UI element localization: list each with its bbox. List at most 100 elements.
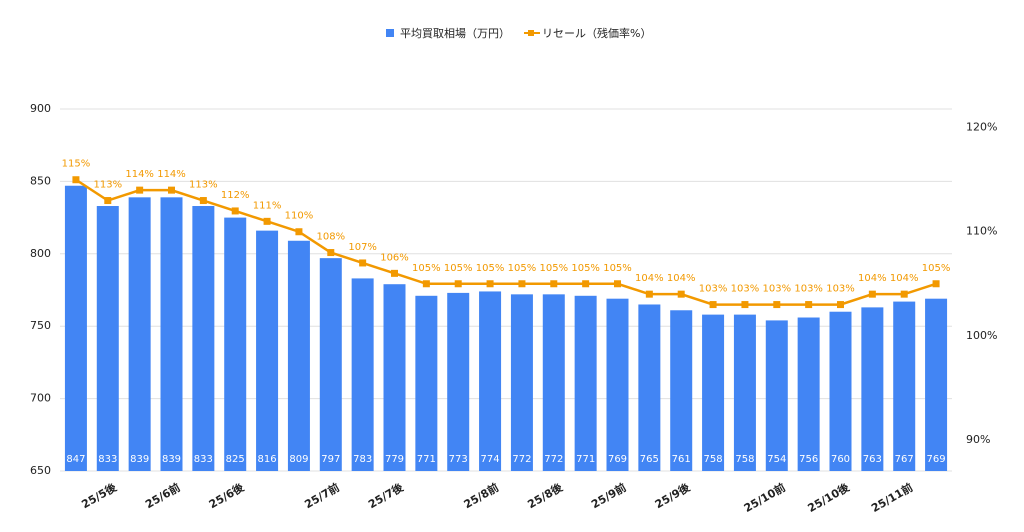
- bar-value-label: 816: [258, 454, 277, 465]
- x-tick-label: 25/5後: [79, 480, 120, 512]
- bar-value-label: 833: [98, 454, 117, 465]
- bar: [797, 317, 820, 471]
- bar: [351, 278, 374, 471]
- x-tick-label: 25/6後: [206, 480, 247, 512]
- line-value-label: 105%: [922, 263, 951, 274]
- x-tick-label: 25/7後: [366, 480, 407, 512]
- y-tick-label: 800: [30, 247, 51, 260]
- line-value-label: 103%: [794, 284, 823, 295]
- y-tick-label: 700: [30, 392, 51, 405]
- legend-label: リセール（残価率%）: [542, 26, 651, 40]
- bar-value-label: 809: [289, 454, 308, 465]
- bar: [447, 292, 470, 471]
- bar-value-label: 763: [863, 454, 882, 465]
- line-point: [645, 290, 653, 298]
- line-value-label: 108%: [316, 232, 345, 243]
- bar: [128, 197, 151, 471]
- bar-value-label: 754: [767, 454, 786, 465]
- line-value-label: 105%: [412, 263, 441, 274]
- line-point: [550, 280, 558, 288]
- x-tick-label: 25/10後: [805, 480, 852, 515]
- line-value-label: 114%: [157, 169, 186, 180]
- bar: [192, 206, 215, 472]
- bar-value-label: 769: [927, 454, 946, 465]
- line-value-label: 103%: [731, 284, 760, 295]
- bar-value-label: 774: [481, 454, 500, 465]
- bar-value-label: 839: [162, 454, 181, 465]
- line-point: [741, 301, 749, 309]
- bar: [861, 307, 884, 471]
- bar: [542, 294, 565, 471]
- bar: [479, 291, 502, 471]
- line-value-label: 105%: [539, 263, 568, 274]
- bar: [670, 310, 693, 471]
- line-point: [518, 280, 526, 288]
- bar: [893, 301, 916, 471]
- bar: [765, 320, 788, 471]
- line-point: [263, 217, 271, 225]
- bar-value-label: 767: [895, 454, 914, 465]
- line-point: [454, 280, 462, 288]
- bar-value-label: 772: [544, 454, 563, 465]
- y-tick-label: 850: [30, 174, 51, 187]
- bar: [319, 258, 342, 471]
- x-tick-label: 25/7前: [302, 480, 342, 511]
- line-point: [932, 280, 940, 288]
- line: [75, 178, 937, 306]
- bar: [829, 311, 852, 471]
- line-point: [422, 280, 430, 288]
- bar: [638, 304, 661, 471]
- bar-value-label: 833: [194, 454, 213, 465]
- line-value-label: 115%: [62, 159, 91, 170]
- line-value-label: 103%: [762, 284, 791, 295]
- line-value-label: 112%: [221, 190, 250, 201]
- line-point: [677, 290, 685, 298]
- bar-value-label: 758: [735, 454, 754, 465]
- bar-value-label: 797: [321, 454, 340, 465]
- line-value-label: 106%: [380, 252, 409, 263]
- bar: [733, 314, 756, 471]
- bar-value-label: 825: [226, 454, 245, 465]
- y-tick-label: 750: [30, 319, 51, 332]
- line-point: [837, 301, 844, 309]
- y2-tick-label: 100%: [966, 329, 997, 342]
- line-value-label: 104%: [890, 273, 919, 284]
- line-value-label: 114%: [125, 169, 154, 180]
- line-point: [614, 280, 621, 288]
- line-point: [391, 269, 398, 277]
- line-value-label: 103%: [826, 284, 855, 295]
- bar: [287, 240, 310, 471]
- x-tick-label: 25/10前: [741, 480, 788, 515]
- bar-value-label: 756: [799, 454, 818, 465]
- legend-label: 平均買取相場（万円）: [400, 27, 510, 40]
- x-tick-label: 25/8前: [461, 480, 501, 511]
- line-value-label: 104%: [635, 273, 664, 284]
- bar: [606, 298, 629, 471]
- line-point: [805, 301, 813, 309]
- x-tick-label: 25/9前: [589, 480, 629, 511]
- bar-value-label: 771: [417, 454, 436, 465]
- line-point: [868, 290, 876, 298]
- y2-tick-label: 110%: [966, 225, 997, 238]
- line-point: [486, 280, 494, 288]
- line-value-label: 103%: [699, 284, 728, 295]
- line-point: [72, 176, 80, 184]
- line-value-label: 105%: [444, 263, 473, 274]
- line-value-label: 104%: [667, 273, 696, 284]
- bar: [160, 197, 183, 471]
- y2-tick-label: 90%: [966, 433, 990, 446]
- line-value-label: 105%: [476, 263, 505, 274]
- y-tick-label: 650: [30, 464, 51, 477]
- bar-value-label: 760: [831, 454, 850, 465]
- x-tick-label: 25/9後: [652, 480, 693, 512]
- bar: [574, 295, 597, 471]
- line-value-label: 107%: [348, 242, 377, 253]
- line-value-label: 104%: [858, 273, 887, 284]
- bar: [383, 284, 406, 471]
- line-point: [582, 280, 590, 288]
- bar-value-label: 839: [130, 454, 149, 465]
- legend-swatch: [386, 29, 394, 37]
- line-value-label: 110%: [285, 211, 314, 222]
- line-value-label: 105%: [508, 263, 537, 274]
